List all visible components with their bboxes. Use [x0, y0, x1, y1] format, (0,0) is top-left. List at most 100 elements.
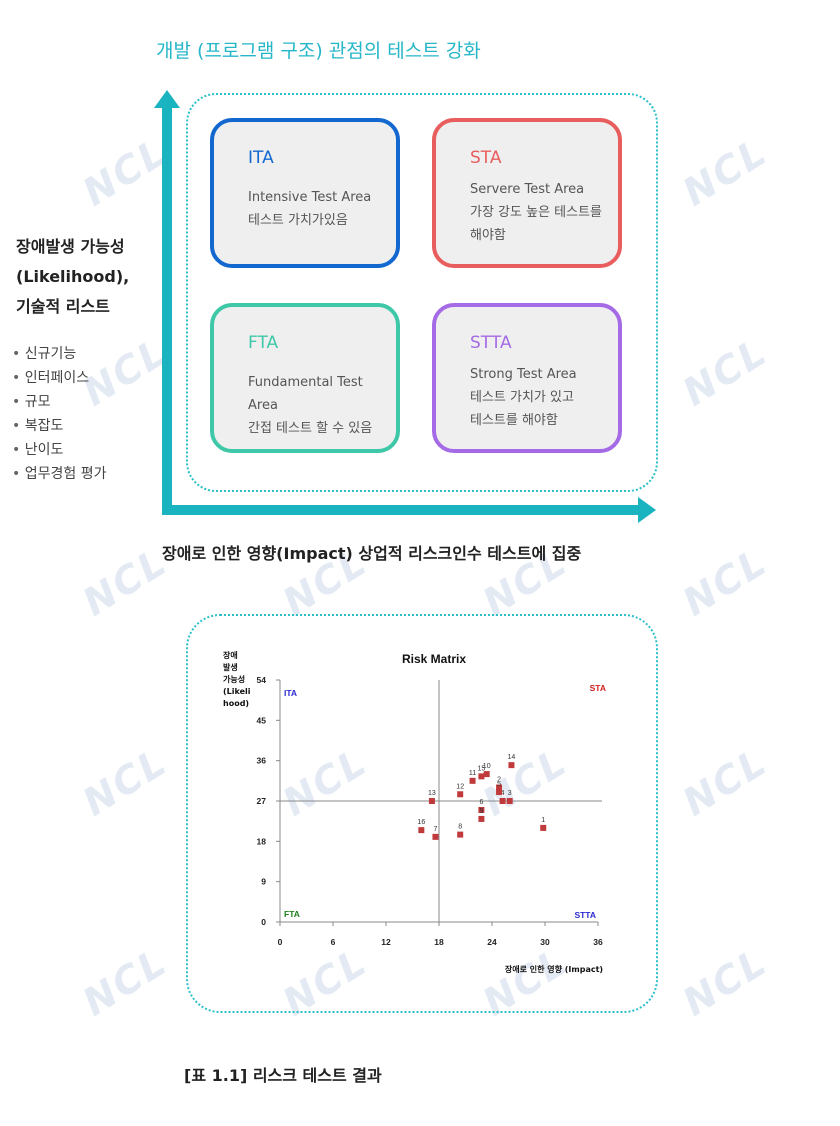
- page-title: 개발 (프로그램 구조) 관점의 테스트 강화: [156, 40, 481, 62]
- horizontal-arrow-head-icon: [638, 497, 656, 523]
- data-point-label: 2: [497, 777, 501, 784]
- chart-quadrant-labels: ITA STA FTA STTA: [284, 683, 606, 920]
- data-point-label: 15: [478, 765, 486, 772]
- x-tick-label: 18: [434, 937, 444, 947]
- x-axis-label: 장애로 인한 영향 (Impact): [505, 964, 603, 974]
- x-tick-label: 30: [540, 937, 550, 947]
- data-point: [483, 771, 490, 778]
- watermark: NCL: [675, 939, 775, 1025]
- watermark: NCL: [675, 539, 775, 625]
- quadrant-label-fta: FTA: [284, 909, 300, 919]
- watermark: NCL: [75, 939, 175, 1025]
- data-point: [540, 824, 547, 831]
- watermark: NCL: [75, 539, 175, 625]
- data-point: [478, 815, 485, 822]
- data-point-label: 11: [469, 770, 476, 777]
- data-point: [508, 762, 515, 769]
- y-tick-label: 36: [257, 756, 267, 766]
- likelihood-title-line: (Likelihood),: [16, 267, 130, 286]
- watermark: NCL: [75, 129, 175, 215]
- quadrant-ita: ITA Intensive Test Area 테스트 가치가있음: [210, 118, 400, 268]
- quadrant-desc-line: Strong Test Area: [470, 367, 577, 382]
- list-item: 인터페이스: [12, 366, 106, 390]
- data-point: [478, 773, 485, 780]
- quadrant-sta: STA Servere Test Area 가장 강도 높은 테스트를 해야함: [432, 118, 622, 268]
- y-tick-label: 54: [257, 675, 267, 685]
- watermark: NCL: [675, 739, 775, 825]
- vertical-arrow-head-icon: [154, 90, 180, 108]
- quadrant-desc-line: Intensive Test Area: [248, 190, 372, 205]
- likelihood-factor-list: 신규기능 인터페이스 규모 복잡도 난이도 업무경험 평가: [12, 342, 107, 486]
- watermark: NCL: [675, 129, 775, 215]
- data-point-label: 8: [458, 824, 462, 831]
- quadrant-description: Intensive Test Area 테스트 가치가있음: [248, 186, 371, 232]
- data-point-label: 16: [417, 819, 425, 826]
- quadrant-desc-line: 가장 강도 높은 테스트를: [470, 205, 602, 220]
- list-item: 업무경험 평가: [12, 462, 107, 486]
- quadrant-fta: FTA Fundamental Test Area 간접 테스트 할 수 있음: [210, 303, 400, 453]
- data-point-label: 14: [508, 754, 516, 761]
- list-item: 난이도: [12, 438, 106, 462]
- y-tick-label: 18: [257, 836, 267, 846]
- y-axis-label-line: hood): [223, 699, 249, 708]
- data-point: [478, 806, 485, 813]
- quadrant-desc-line: 테스트를 해야함: [470, 413, 558, 428]
- x-tick-label: 12: [381, 937, 391, 947]
- y-axis-label-line: 발생: [223, 662, 238, 672]
- list-item: 규모: [12, 390, 106, 414]
- data-point-label: 6: [479, 799, 483, 806]
- data-point: [457, 831, 464, 838]
- quadrant-label-stta: STTA: [574, 910, 596, 920]
- quadrant-stta: STTA Strong Test Area 테스트 가치가 있고 테스트를 해야…: [432, 303, 622, 453]
- data-point: [457, 791, 464, 798]
- quadrant-label-sta: STA: [590, 683, 606, 693]
- data-point: [496, 789, 503, 796]
- quadrant-desc-line: 해야함: [470, 228, 506, 243]
- data-point-label: 10: [483, 763, 491, 770]
- quadrant-desc-line: 간접 테스트 할 수 있음: [248, 421, 373, 436]
- chart-title: Risk Matrix: [402, 652, 466, 666]
- list-item: 복잡도: [12, 414, 106, 438]
- data-point: [418, 827, 425, 834]
- likelihood-axis-title: 장애발생 가능성 (Likelihood), 기술적 리스트: [16, 232, 129, 322]
- x-tick-label: 36: [593, 937, 603, 947]
- likelihood-title-line: 기술적 리스트: [16, 297, 110, 316]
- x-tick-label: 24: [487, 937, 497, 947]
- y-axis-label-line: 가능성: [223, 674, 245, 684]
- quadrant-title: STTA: [470, 333, 512, 353]
- quadrant-desc-line: Servere Test Area: [470, 182, 585, 197]
- y-tick-label: 9: [261, 877, 266, 887]
- figure-caption: [표 1.1] 리스크 테스트 결과: [184, 1066, 382, 1085]
- y-tick-label: 0: [261, 917, 266, 927]
- quadrant-title: STA: [470, 148, 502, 168]
- horizontal-axis-arrow: [162, 505, 640, 515]
- quadrant-description: Servere Test Area 가장 강도 높은 테스트를 해야함: [470, 178, 602, 247]
- watermark: NCL: [675, 329, 775, 415]
- data-point-label: 7: [434, 826, 438, 833]
- y-tick-label: 45: [257, 715, 267, 725]
- watermark: NCL: [75, 739, 175, 825]
- data-point-label: 5: [497, 781, 501, 788]
- impact-axis-label: 장애로 인한 영향(Impact) 상업적 리스크인수 테스트에 집중: [162, 544, 582, 563]
- chart-container: [186, 614, 658, 1013]
- quadrant-desc-line: 테스트 가치가있음: [248, 213, 348, 228]
- y-axis-label-line: 장애: [223, 650, 238, 660]
- quadrant-desc-line: 테스트 가치가 있고: [470, 390, 574, 405]
- likelihood-title-line: 장애발생 가능성: [16, 237, 125, 256]
- quadrant-description: Fundamental Test Area 간접 테스트 할 수 있음: [248, 371, 396, 440]
- data-point: [506, 798, 513, 804]
- data-point: [499, 798, 506, 804]
- x-tick-label: 6: [331, 937, 336, 947]
- data-point: [432, 833, 439, 840]
- quadrant-desc-line: Fundamental Test Area: [248, 375, 363, 413]
- vertical-axis-arrow: [162, 100, 172, 514]
- y-tick-label: 27: [257, 796, 267, 806]
- quadrant-container: [186, 93, 658, 492]
- data-point: [496, 784, 503, 791]
- data-point-label: 4: [501, 790, 505, 797]
- quadrant-title: FTA: [248, 333, 279, 353]
